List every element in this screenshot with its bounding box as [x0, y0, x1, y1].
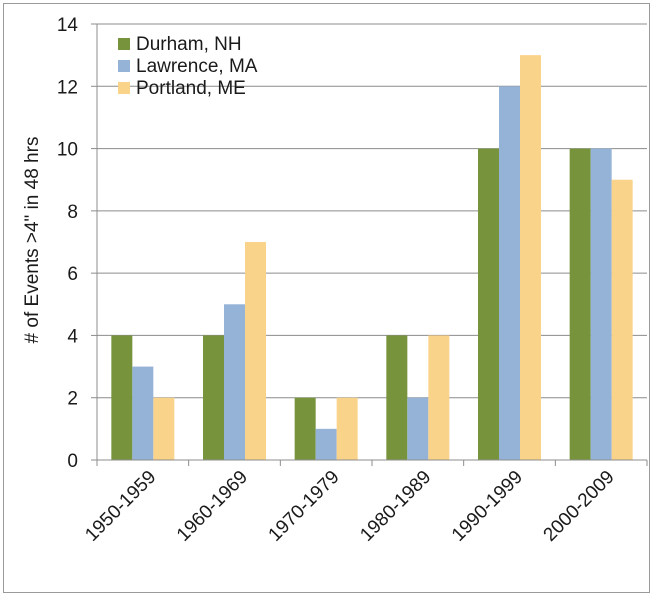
legend-swatch [118, 82, 130, 94]
bar-durham-nh1950-1959 [111, 335, 133, 460]
x-tick-label: 1990-1999 [448, 467, 527, 546]
bar-lawrence-ma1960-1969 [224, 304, 245, 460]
bar-portland-me1970-1979 [336, 397, 358, 460]
gridlines [97, 23, 647, 399]
bar-portland-me1980-1989 [428, 335, 450, 460]
bar-portland-me1990-1999 [520, 55, 541, 461]
y-tick-label: 4 [67, 326, 78, 347]
bar-lawrence-ma1980-1989 [407, 397, 429, 460]
y-axis-title: # of Events >4" in 48 hrs [22, 137, 43, 344]
x-tick-labels: 1950-1959 1960-1969 1970-1979 1980-1989 1990… [81, 467, 618, 546]
x-tick-label: 1970-1979 [265, 467, 344, 546]
bar-durham-nh2000-2009 [569, 148, 591, 461]
legend-label: Durham, NH [136, 34, 242, 55]
legend-label: Lawrence, MA [136, 56, 258, 77]
x-tick-label: 1960-1969 [173, 467, 252, 546]
chart-frame [3, 3, 650, 593]
x-tick-label: 1980-1989 [356, 467, 435, 546]
bar-durham-nh1970-1979 [294, 397, 316, 460]
y-tick-label: 10 [57, 140, 78, 161]
bar-lawrence-ma2000-2009 [590, 148, 612, 461]
y-tick-label: 2 [67, 389, 78, 410]
legend-swatch [118, 38, 130, 50]
bar-lawrence-ma1970-1979 [315, 428, 337, 460]
x-tick-label: 2000-2009 [540, 467, 619, 546]
y-tick-label: 0 [67, 451, 78, 472]
y-tick-label: 14 [57, 15, 79, 36]
axes [91, 23, 648, 466]
bar-portland-me2000-2009 [611, 179, 633, 460]
x-tick-label: 1950-1959 [81, 467, 160, 546]
bar-portland-me1950-1959 [153, 397, 175, 460]
y-tick-label: 8 [67, 202, 78, 223]
legend-swatch [118, 60, 130, 72]
y-tick-label: 6 [67, 264, 78, 285]
bar-portland-me1960-1969 [245, 242, 266, 460]
bars [111, 55, 633, 461]
legend-label: Portland, ME [136, 78, 246, 99]
bar-lawrence-ma1950-1959 [132, 366, 154, 460]
bar-durham-nh1980-1989 [386, 335, 408, 460]
bar-durham-nh1960-1969 [203, 335, 224, 460]
bar-durham-nh1990-1999 [478, 148, 499, 461]
bar-lawrence-ma1990-1999 [499, 86, 520, 461]
y-tick-labels: 0 2 4 6 8 10 12 14 [57, 15, 79, 472]
y-tick-label: 12 [57, 77, 78, 98]
